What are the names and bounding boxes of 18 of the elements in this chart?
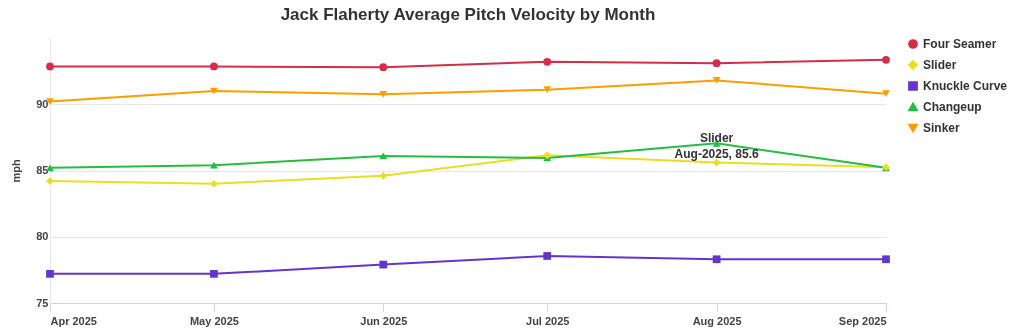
x-tick-label: May 2025 (189, 314, 239, 327)
annotation: Slider Aug-2025, 85.6 (674, 130, 759, 161)
legend-label: Slider (923, 58, 957, 72)
legend-label: Sinker (923, 121, 961, 135)
x-tick-label: Jun 2025 (360, 314, 408, 327)
x-tick-label: Aug 2025 (692, 314, 742, 327)
legend-label: Changeup (923, 100, 982, 114)
y-tick-label: 75 (36, 296, 49, 309)
chart-title: Jack Flaherty Average Pitch Velocity by Month (280, 5, 656, 24)
y-tick-label: 85 (36, 164, 49, 176)
x-tick-label: Apr 2025 (50, 314, 97, 327)
legend-label: Knuckle Curve (923, 79, 1008, 93)
legend-label: Four Seamer (923, 37, 997, 51)
y-tick-label: 90 (36, 97, 49, 110)
y-tick-label: 80 (36, 230, 49, 243)
y-axis-title: mph (10, 159, 23, 183)
x-tick-label: Sep 2025 (838, 314, 887, 327)
x-tick-label: Jul 2025 (526, 314, 570, 327)
